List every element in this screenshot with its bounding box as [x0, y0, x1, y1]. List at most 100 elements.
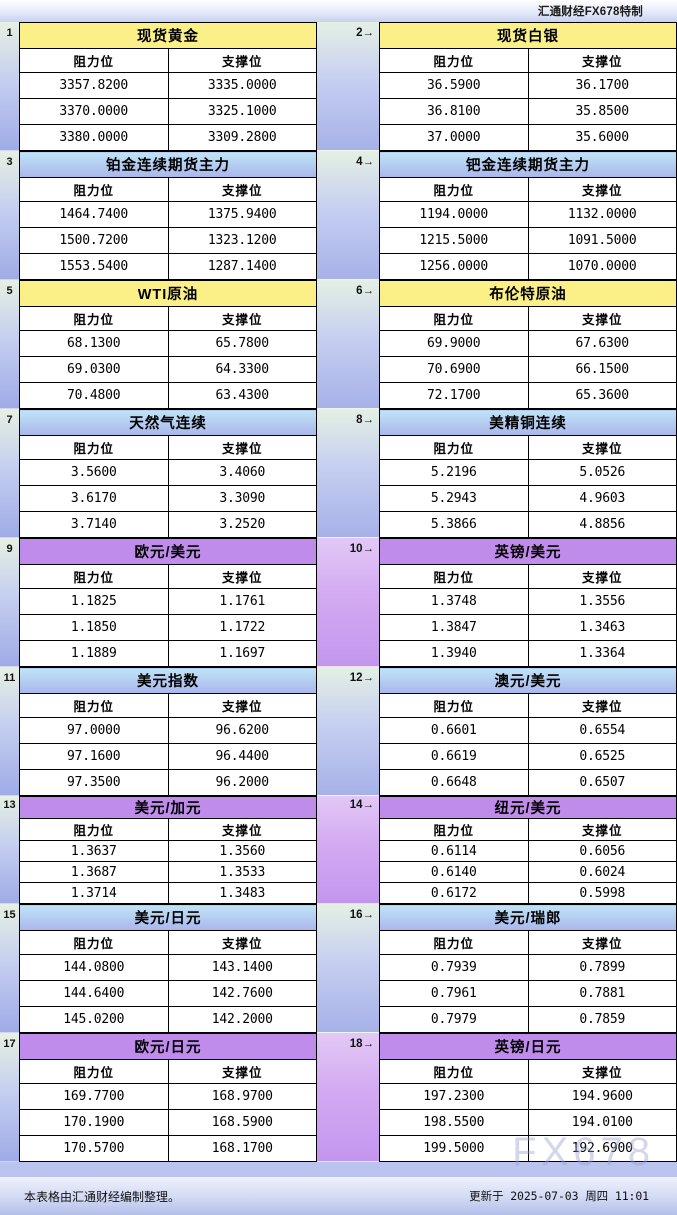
row-number: 11	[0, 667, 19, 796]
table-row: 170.5700 168.1700	[19, 1135, 317, 1162]
support-header: 支撑位	[167, 693, 317, 718]
instrument-title: 欧元/日元	[19, 1033, 317, 1060]
resistance-value: 1215.5000	[379, 227, 529, 254]
support-value: 67.6300	[527, 330, 677, 357]
instrument-block: 美元/日元 阻力位 支撑位 144.0800 143.1400 144.6400 142.7…	[19, 904, 317, 1033]
resistance-header: 阻力位	[19, 1059, 169, 1084]
column-gutter: 10→	[317, 538, 379, 667]
table-row: 37.0000 35.6000	[379, 124, 677, 151]
row-number: 17	[0, 1033, 19, 1162]
instrument-block: 英镑/日元 阻力位 支撑位 197.2300 194.9600 198.5500 194.0…	[379, 1033, 677, 1162]
support-value: 0.7859	[527, 1006, 677, 1033]
instrument-block: 美精铜连续 阻力位 支撑位 5.2196 5.0526 5.2943 4.9603 5.386…	[379, 409, 677, 538]
table-row: 0.6619 0.6525	[379, 743, 677, 770]
table-row: 0.6140 0.6024	[379, 861, 677, 883]
resistance-header: 阻力位	[19, 930, 169, 955]
gutter-marker: 16→	[317, 904, 379, 1033]
table-row: 3370.0000 3325.1000	[19, 98, 317, 125]
instrument-table: 美元指数 阻力位 支撑位 97.0000 96.6200 97.1600 96.4400 97…	[19, 667, 317, 796]
resistance-value: 1.3637	[19, 840, 169, 862]
resistance-value: 197.2300	[379, 1083, 529, 1110]
block-row: 欧元/日元 阻力位 支撑位 169.7700 168.9700 170.1900 168.5…	[19, 1033, 677, 1162]
instrument-block: WTI原油 阻力位 支撑位 68.1300 65.7800 69.0300 64.3300 7…	[19, 280, 317, 409]
support-value: 0.7881	[527, 980, 677, 1007]
instrument-title: 澳元/美元	[379, 667, 677, 694]
instrument-title: 欧元/美元	[19, 538, 317, 565]
block-row: 美元指数 阻力位 支撑位 97.0000 96.6200 97.1600 96.4400 97…	[19, 667, 677, 796]
support-value: 35.6000	[527, 124, 677, 151]
support-value: 3309.2800	[167, 124, 317, 151]
support-value: 0.5998	[527, 882, 677, 904]
instrument-block: 铂金连续期货主力 阻力位 支撑位 1464.7400 1375.9400 1500.720…	[19, 151, 317, 280]
quote-sheet: 1 3 5 7 9 11 13 15 17 现货黄金 阻力位 支撑位 3357.8200 3335.00…	[0, 22, 677, 1177]
resistance-value: 36.8100	[379, 98, 529, 125]
resistance-value: 169.7700	[19, 1083, 169, 1110]
gutter-marker: 2→	[317, 22, 379, 151]
resistance-header: 阻力位	[379, 818, 529, 841]
table-row: 69.9000 67.6300	[379, 330, 677, 357]
instrument-block: 美元/瑞郎 阻力位 支撑位 0.7939 0.7899 0.7961 0.7881 0.797…	[379, 904, 677, 1033]
instrument-table: 钯金连续期货主力 阻力位 支撑位 1194.0000 1132.0000 1215.500…	[379, 151, 677, 280]
support-header: 支撑位	[167, 435, 317, 460]
row-number: 9	[0, 538, 19, 667]
support-value: 1323.1200	[167, 227, 317, 254]
resistance-value: 69.0300	[19, 356, 169, 383]
instrument-block: 英镑/美元 阻力位 支撑位 1.3748 1.3556 1.3847 1.3463 1.394…	[379, 538, 677, 667]
support-value: 1.3560	[167, 840, 317, 862]
block-row: 美元/日元 阻力位 支撑位 144.0800 143.1400 144.6400 142.7…	[19, 904, 677, 1033]
resistance-value: 5.3866	[379, 511, 529, 538]
support-header: 支撑位	[527, 693, 677, 718]
resistance-value: 1194.0000	[379, 201, 529, 228]
support-header: 支撑位	[167, 818, 317, 841]
resistance-header: 阻力位	[379, 1059, 529, 1084]
resistance-value: 170.5700	[19, 1135, 169, 1162]
instrument-table: 欧元/美元 阻力位 支撑位 1.1825 1.1761 1.1850 1.1722 1.188…	[19, 538, 317, 667]
block-grid: 现货黄金 阻力位 支撑位 3357.8200 3335.0000 3370.0000 332…	[19, 22, 677, 1162]
support-header: 支撑位	[527, 177, 677, 202]
instrument-block: 天然气连续 阻力位 支撑位 3.5600 3.4060 3.6170 3.3090 3.714…	[19, 409, 317, 538]
resistance-value: 70.4800	[19, 382, 169, 409]
block-row: 现货黄金 阻力位 支撑位 3357.8200 3335.0000 3370.0000 332…	[19, 22, 677, 151]
instrument-table: 美元/日元 阻力位 支撑位 144.0800 143.1400 144.6400 142.7…	[19, 904, 317, 1033]
support-value: 143.1400	[167, 954, 317, 981]
resistance-value: 1.3748	[379, 588, 529, 615]
row-number: 13	[0, 796, 19, 904]
page-header: 汇通财经FX678特制	[0, 0, 677, 22]
column-gutter: 8→	[317, 409, 379, 538]
resistance-value: 0.6619	[379, 743, 529, 770]
table-row: 198.5500 194.0100	[379, 1109, 677, 1136]
support-value: 1.3533	[167, 861, 317, 883]
support-value: 168.5900	[167, 1109, 317, 1136]
resistance-value: 97.0000	[19, 717, 169, 744]
support-value: 1091.5000	[527, 227, 677, 254]
instrument-table: 欧元/日元 阻力位 支撑位 169.7700 168.9700 170.1900 168.5…	[19, 1033, 317, 1162]
support-value: 3.3090	[167, 485, 317, 512]
table-row: 36.8100 35.8500	[379, 98, 677, 125]
table-row: 1.3637 1.3560	[19, 840, 317, 862]
table-row: 144.6400 142.7600	[19, 980, 317, 1007]
support-header: 支撑位	[167, 930, 317, 955]
gutter-marker: 6→	[317, 280, 379, 409]
support-value: 96.6200	[167, 717, 317, 744]
column-gutter: 12→	[317, 667, 379, 796]
support-value: 194.0100	[527, 1109, 677, 1136]
instrument-block: 美元/加元 阻力位 支撑位 1.3637 1.3560 1.3687 1.3533 1.371…	[19, 796, 317, 904]
instrument-table: 澳元/美元 阻力位 支撑位 0.6601 0.6554 0.6619 0.6525 0.664…	[379, 667, 677, 796]
support-value: 1.3463	[527, 614, 677, 641]
gutter-marker: 14→	[317, 796, 379, 904]
block-row: 美元/加元 阻力位 支撑位 1.3637 1.3560 1.3687 1.3533 1.371…	[19, 796, 677, 904]
resistance-header: 阻力位	[19, 48, 169, 73]
table-row: 1.1825 1.1761	[19, 588, 317, 615]
table-row: 1.1889 1.1697	[19, 640, 317, 667]
table-row: 68.1300 65.7800	[19, 330, 317, 357]
support-value: 96.4400	[167, 743, 317, 770]
resistance-header: 阻力位	[379, 435, 529, 460]
table-row: 36.5900 36.1700	[379, 72, 677, 99]
support-value: 1287.1400	[167, 253, 317, 280]
instrument-table: WTI原油 阻力位 支撑位 68.1300 65.7800 69.0300 64.3300 7…	[19, 280, 317, 409]
table-row: 69.0300 64.3300	[19, 356, 317, 383]
instrument-table: 美元/加元 阻力位 支撑位 1.3637 1.3560 1.3687 1.3533 1.371…	[19, 796, 317, 904]
table-row: 170.1900 168.5900	[19, 1109, 317, 1136]
resistance-value: 144.0800	[19, 954, 169, 981]
resistance-value: 1464.7400	[19, 201, 169, 228]
